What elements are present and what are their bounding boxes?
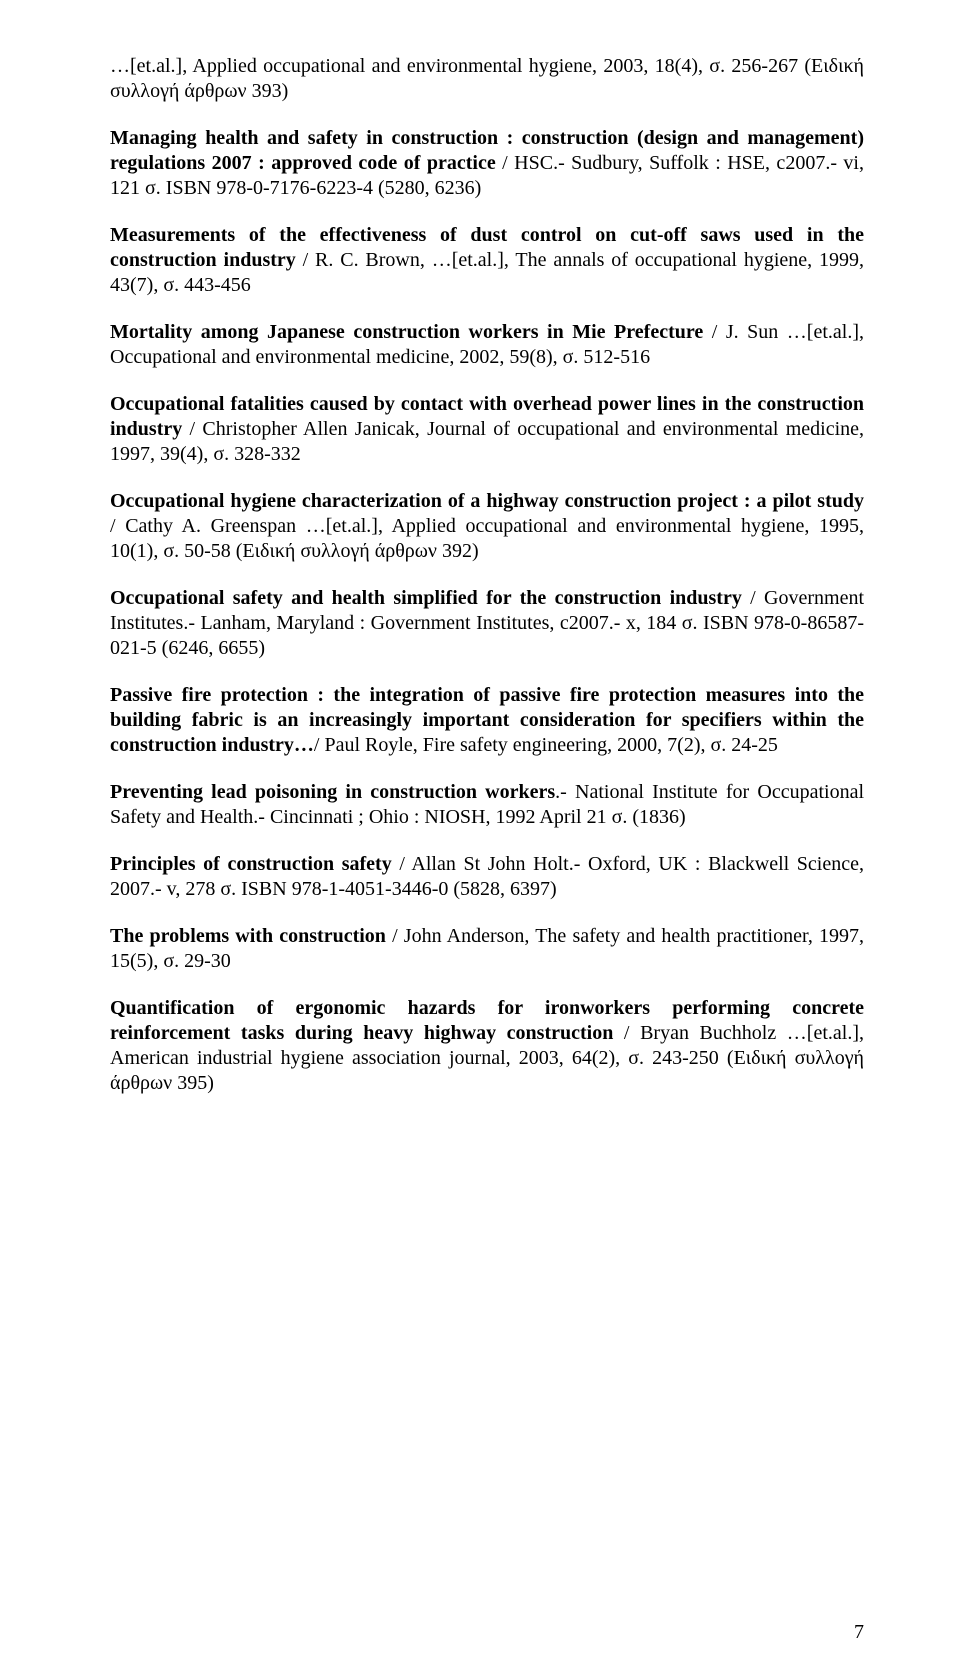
entry-title: The problems with construction	[110, 925, 386, 947]
bibliography-entry: Mortality among Japanese construction wo…	[110, 320, 864, 370]
entry-title: Preventing lead poisoning in constructio…	[110, 781, 555, 803]
bibliography-entry: Occupational fatalities caused by contac…	[110, 392, 864, 467]
entry-title: Occupational safety and health simplifie…	[110, 587, 742, 609]
entry-title: Mortality among Japanese construction wo…	[110, 321, 703, 343]
bibliography-entry: The problems with construction / John An…	[110, 924, 864, 974]
bibliography-entry: Principles of construction safety / Alla…	[110, 852, 864, 902]
document-page: …[et.al.], Applied occupational and envi…	[0, 0, 960, 1678]
entry-title: Principles of construction safety	[110, 853, 392, 875]
bibliography-entry: Occupational hygiene characterization of…	[110, 489, 864, 564]
bibliography-entry: Quantification of ergonomic hazards for …	[110, 996, 864, 1096]
bibliography-entry: Occupational safety and health simplifie…	[110, 586, 864, 661]
bibliography-entry: Measurements of the effectiveness of dus…	[110, 223, 864, 298]
entry-detail: …[et.al.], Applied occupational and envi…	[110, 55, 864, 102]
entry-title: Occupational hygiene characterization of…	[110, 490, 864, 512]
bibliography-list: …[et.al.], Applied occupational and envi…	[110, 54, 864, 1096]
page-number: 7	[854, 1621, 864, 1644]
bibliography-entry: …[et.al.], Applied occupational and envi…	[110, 54, 864, 104]
entry-detail: / Paul Royle, Fire safety engineering, 2…	[314, 734, 778, 756]
bibliography-entry: Managing health and safety in constructi…	[110, 126, 864, 201]
bibliography-entry: Preventing lead poisoning in constructio…	[110, 780, 864, 830]
entry-detail: / Christopher Allen Janicak, Journal of …	[110, 418, 864, 465]
entry-detail: / Cathy A. Greenspan …[et.al.], Applied …	[110, 515, 864, 562]
bibliography-entry: Passive fire protection : the integratio…	[110, 683, 864, 758]
